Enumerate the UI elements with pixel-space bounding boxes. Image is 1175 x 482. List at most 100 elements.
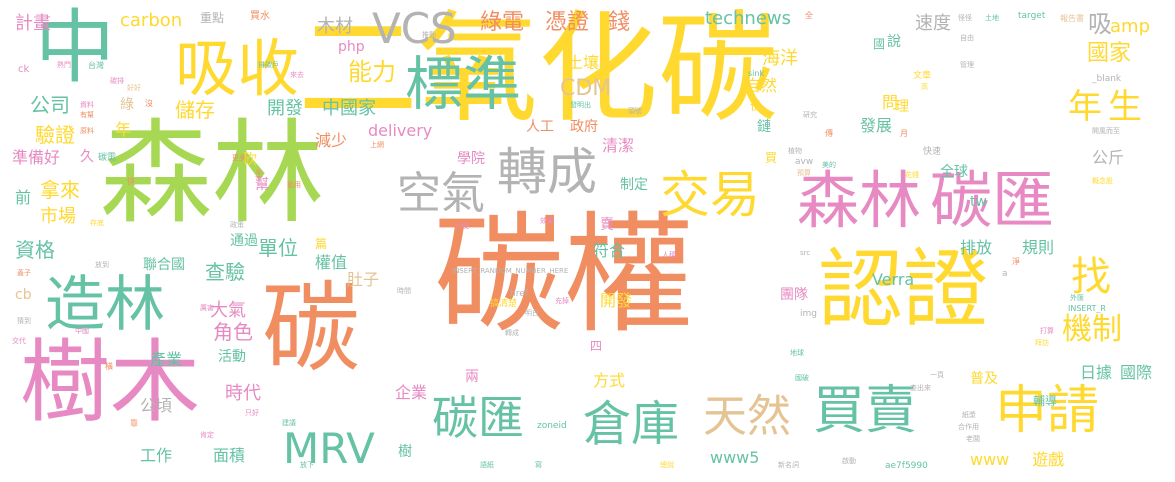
word-grow: 生	[255, 169, 263, 178]
word-weird: 怪怪	[958, 14, 972, 22]
word-online: 上網	[370, 141, 384, 149]
word-buy-sell: 買賣	[813, 381, 918, 441]
word-japanese-era: 日據	[1080, 363, 1113, 382]
word-role: 角色	[213, 320, 253, 344]
word-ae7f5990: ae7f5990	[885, 461, 928, 471]
word-invented: 發明出	[570, 101, 591, 109]
word-plan-to: 打算	[1040, 327, 1054, 335]
word-avw: avw	[795, 157, 814, 167]
word-area: 面積	[213, 446, 246, 465]
word-before: 前	[15, 188, 32, 207]
word-exercise: 行使	[455, 222, 469, 230]
word-natural: 天然	[703, 391, 791, 442]
word-cdm: CDM	[560, 76, 612, 101]
word-effect: 效果	[540, 217, 554, 225]
word-beautiful: 美的	[822, 161, 836, 169]
word-one-page: 一頁	[930, 371, 944, 379]
word-freedom: 自由	[960, 34, 974, 42]
word-certification: 認證	[818, 241, 989, 340]
word-time: 時間	[397, 287, 411, 295]
word-enterprise: 企業	[395, 383, 428, 402]
word-trees: 樹木	[20, 330, 200, 435]
word-four: 四	[590, 339, 603, 353]
word-put-to: 放到	[95, 261, 109, 269]
word-storage: 儲存	[175, 98, 215, 122]
word-emitters: 排碳戶	[258, 61, 279, 69]
word-two: 兩	[465, 369, 479, 385]
word-key-point: 重點	[200, 11, 225, 25]
word-middle: 中	[35, 1, 115, 94]
word-belly: 肚子	[347, 270, 380, 289]
word-tw: tw	[970, 194, 987, 210]
word-country: 國家	[1087, 41, 1132, 66]
word-unit: 單位	[258, 236, 298, 260]
word-target: target	[1018, 11, 1046, 21]
word-new-term: 新名詞	[778, 461, 799, 469]
word-clean: 清潔	[602, 136, 635, 155]
word-quick: 快	[127, 177, 135, 186]
word-buy-water: 買水	[250, 11, 270, 22]
word-industry: 產業	[150, 350, 183, 369]
word-reduce: 減少	[315, 131, 348, 150]
word-php: php	[338, 39, 365, 55]
word-ready: 準備好	[12, 148, 61, 167]
word-suggest: 建議	[282, 419, 296, 427]
word-speed: 速度	[915, 13, 951, 34]
word-artificial: 人工	[526, 119, 554, 135]
word-reserve: 存底	[90, 219, 104, 227]
word-china: 中國	[75, 327, 89, 335]
word-fill-out: 充掉	[555, 297, 569, 305]
word-blank: _blank	[1092, 74, 1122, 84]
word-carbon-dioxide: 二氧化碳	[298, 0, 778, 139]
word-company: 公司	[30, 93, 70, 117]
word-nation: 國	[873, 37, 886, 51]
word-sink: sink	[748, 69, 765, 78]
word-pass-on: 傳	[825, 129, 833, 138]
word-year: 年	[1068, 87, 1102, 127]
word-policy: 政策	[230, 221, 244, 229]
word-cooperation: 合作用	[958, 423, 979, 431]
word-fast: 快速	[923, 147, 942, 157]
word-air: 空氣	[397, 168, 485, 219]
word-arriving: 開風而至	[1092, 127, 1120, 135]
word-green: 綠	[120, 97, 134, 113]
word-manage: 管理	[960, 61, 974, 69]
word-person: 人稱	[662, 251, 676, 259]
word-rely: 靠	[130, 419, 138, 428]
word-qualification: 資格	[15, 238, 55, 262]
word-inhale: 吸	[1088, 10, 1112, 38]
word-use: 動用	[287, 181, 301, 189]
word-timber: 木材	[317, 16, 353, 37]
word-nature: 自然	[745, 76, 778, 95]
word-vcs: VCS	[372, 4, 457, 53]
word-mrv: MRV	[283, 424, 375, 473]
word-helpful: 有幫	[80, 111, 94, 119]
word-hectare: 公頃	[140, 396, 173, 415]
word-none: 沒	[145, 99, 153, 108]
word-soil: 土壤	[567, 53, 600, 72]
word-mechanism: 機制	[1062, 312, 1122, 347]
word-reason: 理	[895, 99, 909, 115]
word-carbon-electric: 碳電	[98, 153, 117, 163]
word-carbon-en: carbon	[120, 10, 183, 31]
word-forest-pink: 森林	[797, 164, 922, 237]
word-activity: 活動	[218, 349, 246, 365]
word-article-unit: 篇	[315, 237, 328, 251]
word-sure: 肯定	[200, 431, 214, 439]
word-money: 錢	[608, 10, 631, 35]
word-land: 土地	[985, 14, 999, 22]
word-un: 聯合國	[143, 257, 185, 273]
word-team: 團隊	[780, 287, 808, 303]
word-zoneid: zoneid	[537, 421, 567, 431]
word-visit: 拜訪	[1035, 339, 1049, 347]
word-weight: 權值	[315, 253, 348, 272]
word-guess: 猜到	[17, 317, 31, 325]
word-clear: 明白	[525, 309, 539, 317]
word-horizontal: 橫	[105, 362, 113, 371]
word-buy: 買	[765, 151, 778, 165]
word-ask: 問	[882, 93, 899, 112]
word-high: 高	[921, 83, 928, 91]
word-ability: 能力	[348, 58, 396, 86]
word-insert-random: INSERT_RANDOM_NUMBER_HERE	[452, 267, 569, 275]
